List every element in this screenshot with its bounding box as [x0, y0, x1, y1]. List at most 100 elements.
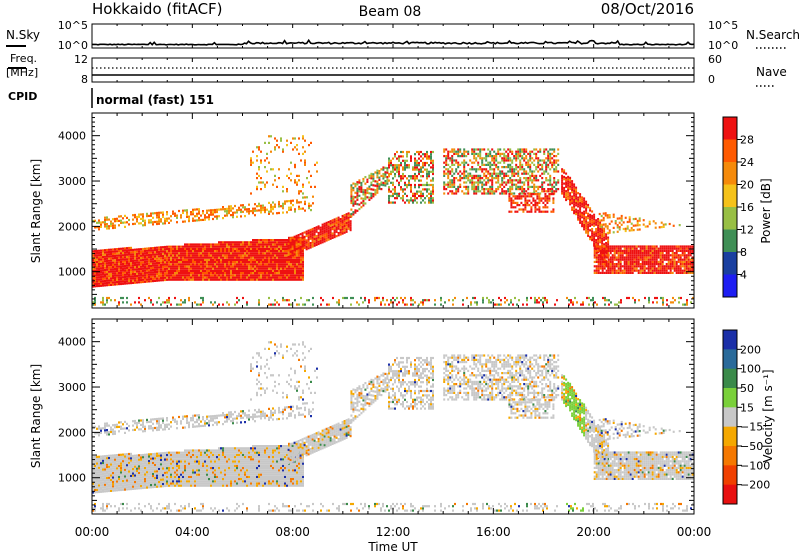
- power-cell: [158, 250, 160, 253]
- power-cell: [270, 239, 272, 242]
- power-cell: [657, 247, 660, 250]
- power-cell: [136, 263, 138, 266]
- power-cell: [160, 211, 162, 214]
- power-cell: [581, 200, 584, 203]
- power-cell: [493, 163, 496, 166]
- power-cell: [533, 185, 536, 188]
- power-cell: [150, 214, 152, 217]
- power-cell: [180, 278, 182, 281]
- power-cell: [459, 185, 462, 188]
- power-cell: [98, 228, 100, 231]
- power-cell: [142, 280, 144, 284]
- power-cell: [264, 258, 266, 261]
- power-cell: [339, 233, 342, 236]
- power-cell: [499, 170, 502, 173]
- power-cell: [603, 254, 606, 257]
- power-cell: [593, 224, 596, 227]
- power-cell: [214, 243, 216, 246]
- power-cell: [683, 269, 686, 272]
- power-cell: [164, 245, 166, 249]
- power-cell: [100, 264, 102, 268]
- power-cell: [307, 236, 310, 239]
- power-cell: [573, 201, 576, 204]
- power-cell: [553, 190, 556, 193]
- power-cell: [595, 221, 598, 224]
- power-cell: [384, 166, 387, 169]
- power-cell: [246, 250, 248, 253]
- power-cell: [382, 184, 385, 187]
- power-cell: [166, 261, 168, 264]
- power-cell: [180, 252, 182, 255]
- power-cell: [188, 269, 190, 272]
- power-cell: [349, 222, 352, 225]
- power-cell: [352, 189, 355, 192]
- power-cell: [198, 210, 200, 213]
- power-cell: [186, 256, 188, 259]
- power-cell: [408, 201, 410, 204]
- power-cell: [146, 262, 148, 266]
- power-cell: [142, 267, 144, 270]
- power-cell: [333, 218, 336, 221]
- power-cell: [485, 181, 488, 184]
- power-cell: [615, 265, 618, 268]
- power-cell: [467, 185, 470, 188]
- power-cell: [310, 141, 312, 144]
- power-cell: [136, 261, 138, 264]
- power-cell: [384, 171, 387, 174]
- power-cell: [276, 250, 278, 253]
- power-cell: [635, 254, 638, 257]
- power-cell: [430, 170, 432, 173]
- power-cell: [303, 235, 306, 238]
- power-cell: [230, 269, 232, 272]
- power-cell: [508, 195, 511, 198]
- power-cell: [110, 224, 112, 228]
- power-cell: [317, 240, 320, 243]
- power-cell: [256, 209, 258, 212]
- power-cell: [432, 161, 434, 165]
- power-cell: [242, 272, 244, 275]
- power-cell: [148, 251, 150, 254]
- power-cell: [270, 263, 272, 266]
- power-cell: [194, 261, 196, 264]
- power-cell: [685, 269, 688, 272]
- power-cell: [327, 227, 330, 230]
- power-cell: [204, 265, 206, 268]
- power-cell: [100, 262, 102, 265]
- power-cell: [595, 267, 598, 270]
- power-cell: [455, 161, 458, 164]
- power-cell: [274, 247, 276, 250]
- power-cell: [575, 195, 578, 198]
- power-cell: [410, 177, 412, 180]
- power-cell: [288, 272, 290, 275]
- power-cell: [605, 233, 608, 236]
- power-cell: [583, 221, 586, 224]
- power-cell: [236, 274, 238, 277]
- power-cell: [380, 181, 383, 184]
- power-cell: [222, 250, 224, 253]
- power-cell: [112, 255, 114, 258]
- power-cell: [533, 148, 536, 151]
- power-cell: [483, 163, 486, 166]
- power-cell: [286, 254, 288, 257]
- power-cell: [296, 269, 298, 272]
- power-cell: [593, 265, 596, 268]
- power-cell: [687, 256, 690, 259]
- power-cell: [166, 256, 168, 259]
- power-cell: [653, 271, 656, 274]
- power-cell: [406, 155, 408, 158]
- power-cell: [631, 260, 634, 263]
- power-cell: [685, 271, 688, 274]
- power-cell: [661, 258, 664, 261]
- power-cell: [266, 261, 268, 264]
- power-cell: [635, 256, 638, 259]
- power-cell: [553, 148, 556, 151]
- power-cell: [190, 278, 192, 281]
- power-cell: [296, 254, 298, 257]
- power-cell: [252, 267, 254, 270]
- power-cell: [302, 192, 304, 195]
- power-cell: [655, 263, 658, 266]
- power-cell: [679, 247, 682, 250]
- power-cell: [296, 144, 298, 147]
- power-cell: [473, 190, 476, 193]
- power-cell: [463, 150, 466, 153]
